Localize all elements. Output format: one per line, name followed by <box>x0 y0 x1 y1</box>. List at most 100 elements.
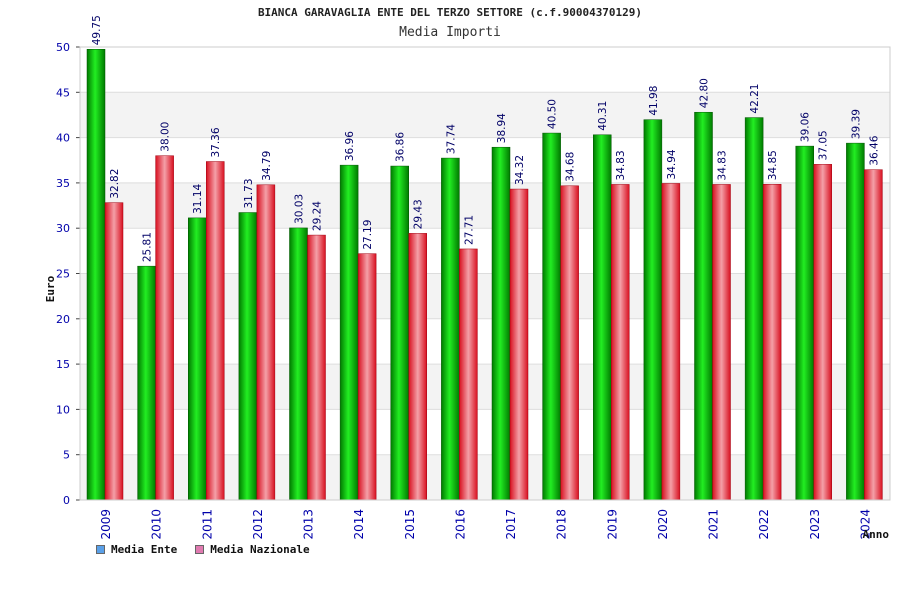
x-tick-label: 2020 <box>656 509 670 540</box>
data-label-media-ente: 37.74 <box>445 124 457 154</box>
bar-media-nazionale <box>712 184 731 501</box>
data-label-media-ente: 39.06 <box>800 112 812 142</box>
bar-media-nazionale <box>256 184 276 501</box>
data-label-media-ente: 42.21 <box>749 84 761 114</box>
bar-media-ente <box>137 265 156 501</box>
bar-media-nazionale <box>357 253 377 501</box>
bar-media-nazionale <box>509 188 529 501</box>
x-tick-label: 2010 <box>150 509 164 540</box>
x-tick-label: 2021 <box>707 509 721 540</box>
data-label-media-nazionale: 37.36 <box>210 127 222 157</box>
bar-media-ente <box>390 165 409 501</box>
y-tick-label: 0 <box>63 494 70 507</box>
data-label-media-nazionale: 37.05 <box>818 130 830 160</box>
y-tick-label: 5 <box>63 449 70 462</box>
bar-media-nazionale <box>408 233 427 501</box>
chart-title: BIANCA GARAVAGLIA ENTE DEL TERZO SETTORE… <box>257 6 643 19</box>
data-label-media-nazionale: 38.00 <box>160 122 172 152</box>
data-label-media-ente: 36.86 <box>395 132 407 162</box>
x-tick-label: 2011 <box>200 509 214 540</box>
bar-media-ente <box>643 119 663 501</box>
y-tick-label: 35 <box>56 177 70 190</box>
x-tick-label: 2012 <box>251 509 265 540</box>
data-label-media-nazionale: 34.32 <box>514 155 526 185</box>
data-label-media-nazionale: 27.19 <box>362 220 374 250</box>
data-label-media-ente: 36.96 <box>344 131 356 161</box>
bar-media-nazionale <box>661 183 681 501</box>
y-tick-label: 50 <box>56 41 70 54</box>
x-tick-label: 2009 <box>99 509 113 540</box>
data-label-media-ente: 49.75 <box>91 15 103 45</box>
legend-label-ente: Media Ente <box>111 543 178 556</box>
x-tick-label: 2014 <box>352 509 366 540</box>
data-label-media-nazionale: 27.71 <box>463 215 475 245</box>
legend-swatch-nazionale <box>195 545 205 554</box>
bar-media-ente <box>795 145 814 501</box>
data-label-media-nazionale: 34.83 <box>615 150 627 180</box>
y-tick-label: 45 <box>56 86 70 99</box>
bar-media-ente <box>86 49 106 501</box>
data-label-media-ente: 40.50 <box>547 99 559 129</box>
y-tick-label: 15 <box>56 358 70 371</box>
bar-media-ente <box>441 157 460 501</box>
data-label-media-nazionale: 34.79 <box>261 151 273 181</box>
x-tick-label: 2019 <box>605 509 619 540</box>
x-tick-label: 2017 <box>504 509 518 540</box>
data-label-media-ente: 41.98 <box>648 86 660 116</box>
bar-media-ente <box>542 132 561 501</box>
data-label-media-nazionale: 29.24 <box>312 201 324 231</box>
bar-media-nazionale <box>813 164 832 501</box>
y-tick-label: 30 <box>56 222 70 235</box>
x-tick-label: 2023 <box>808 509 822 540</box>
bar-media-ente <box>188 217 207 501</box>
bar-media-ente <box>593 134 612 501</box>
plot-frame <box>79 46 891 501</box>
data-label-media-ente: 39.39 <box>850 109 862 139</box>
data-label-media-ente: 38.94 <box>496 113 508 143</box>
x-tick-label: 2018 <box>555 509 569 540</box>
data-label-media-ente: 31.14 <box>192 183 204 213</box>
data-label-media-nazionale: 34.83 <box>717 150 729 180</box>
bar-media-ente <box>846 142 865 501</box>
bar-media-nazionale <box>611 184 630 501</box>
bar-media-nazionale <box>206 161 225 501</box>
x-tick-label: 2013 <box>302 509 316 540</box>
x-axis-title: Anno <box>863 528 890 541</box>
data-label-media-ente: 25.81 <box>142 232 154 262</box>
bar-media-ente <box>238 212 258 501</box>
x-tick-label: 2015 <box>403 509 417 540</box>
data-label-media-nazionale: 36.46 <box>868 135 880 165</box>
bar-media-nazionale <box>864 169 883 501</box>
data-label-media-ente: 42.80 <box>699 78 711 108</box>
data-label-media-ente: 31.73 <box>243 178 255 208</box>
data-label-media-nazionale: 32.82 <box>109 169 121 199</box>
grid-band <box>80 92 890 138</box>
x-tick-label: 2024 <box>858 509 872 540</box>
legend-label-nazionale: Media Nazionale <box>210 543 310 556</box>
bar-media-ente <box>289 227 308 501</box>
data-label-media-ente: 30.03 <box>294 194 306 224</box>
bar-media-ente <box>744 117 764 501</box>
data-label-media-nazionale: 34.68 <box>565 152 577 182</box>
bar-media-ente <box>694 111 713 501</box>
legend-item-nazionale: Media Nazionale <box>195 543 310 556</box>
data-label-media-nazionale: 34.85 <box>767 150 779 180</box>
bar-media-nazionale <box>762 184 782 501</box>
legend-swatch-ente <box>96 545 105 554</box>
y-tick-label: 10 <box>56 403 70 416</box>
y-tick-label: 40 <box>56 132 70 145</box>
bar-media-nazionale <box>459 248 478 501</box>
legend-item-ente: Media Ente <box>96 543 177 556</box>
bar-media-nazionale <box>104 202 124 501</box>
y-tick-label: 20 <box>56 313 70 326</box>
bar-media-nazionale <box>155 155 174 501</box>
bar-media-ente <box>339 164 359 501</box>
data-label-media-nazionale: 34.94 <box>666 149 678 179</box>
x-tick-label: 2016 <box>453 509 467 540</box>
data-label-media-ente: 40.31 <box>597 101 609 131</box>
y-axis-title: Euro <box>44 275 57 302</box>
chart-subtitle: Media Importi <box>399 25 501 40</box>
legend: Media Ente Media Nazionale <box>96 543 310 556</box>
x-tick-label: 2022 <box>757 509 771 540</box>
